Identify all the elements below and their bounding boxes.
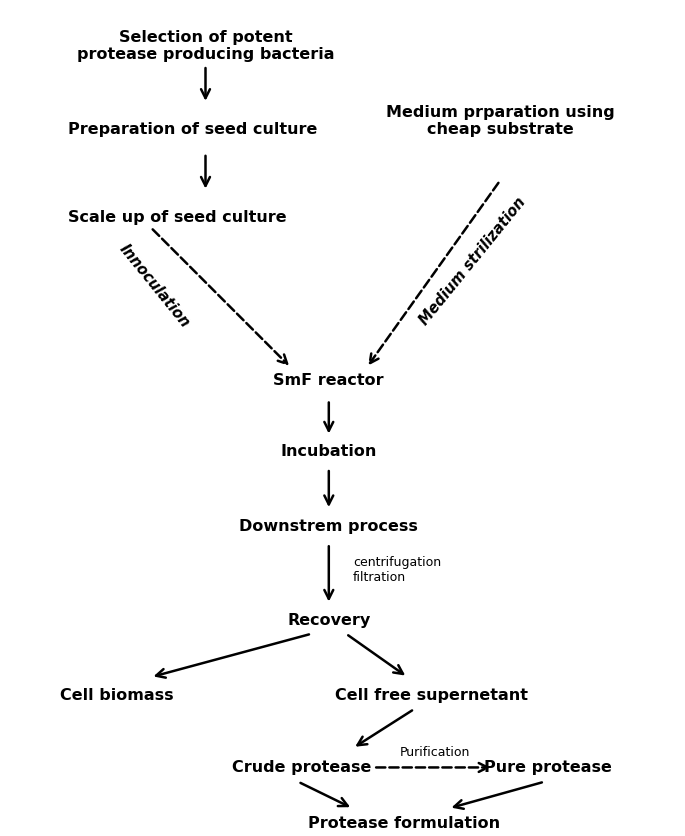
Text: centrifugation
filtration: centrifugation filtration: [353, 556, 441, 584]
Text: Crude protease: Crude protease: [232, 760, 371, 775]
Text: Selection of potent
protease producing bacteria: Selection of potent protease producing b…: [77, 30, 334, 62]
Text: Recovery: Recovery: [287, 613, 371, 628]
Text: SmF reactor: SmF reactor: [273, 373, 384, 388]
Text: Medium strilization: Medium strilization: [416, 194, 529, 328]
Text: Cell biomass: Cell biomass: [60, 688, 173, 703]
Text: Medium prparation using
cheap substrate: Medium prparation using cheap substrate: [386, 105, 614, 137]
Text: Scale up of seed culture: Scale up of seed culture: [68, 210, 287, 225]
Text: Protease formulation: Protease formulation: [308, 816, 500, 831]
Text: Incubation: Incubation: [281, 444, 377, 459]
Text: Pure protease: Pure protease: [484, 760, 612, 775]
Text: Purification: Purification: [400, 746, 470, 759]
Text: Cell free supernetant: Cell free supernetant: [335, 688, 528, 703]
Text: Innoculation: Innoculation: [116, 242, 192, 330]
Text: Preparation of seed culture: Preparation of seed culture: [68, 122, 318, 137]
Text: Downstrem process: Downstrem process: [239, 519, 419, 534]
